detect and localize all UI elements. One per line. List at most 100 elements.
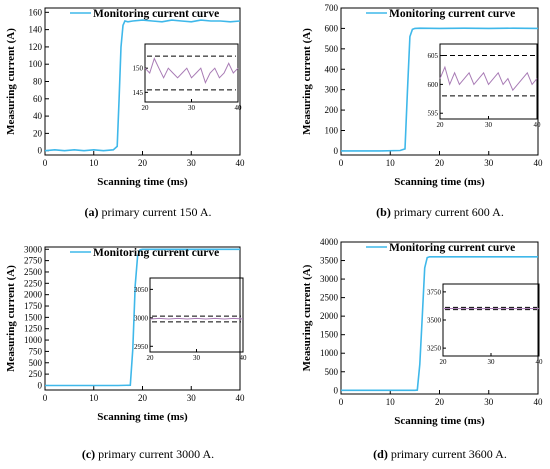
inset-series-line [439,65,538,92]
y-tick-label: 600 [325,23,339,33]
inset-y-tick-label: 3050 [134,286,149,294]
x-axis-title: Scanning time (ms) [97,411,188,423]
y-tick-label: 40 [33,111,43,121]
inset-x-tick-label: 40 [534,121,542,129]
inset-x-tick-label: 20 [440,358,448,366]
y-tick-label: 2000 [320,311,339,321]
y-axis-title: Measuring current (A) [301,28,313,135]
inset-frame [442,283,540,357]
y-tick-label: 1750 [24,301,43,311]
inset-x-tick-label: 20 [147,354,155,362]
inset-x-tick-label: 40 [536,358,544,366]
chart-panel-b: 0 10 20 30 400100200300400500600700Scanning … [301,3,543,219]
y-axis-title: Measuring current (A) [5,265,17,372]
panel-caption: (a) primary current 150 A. [85,205,212,219]
y-tick-label: 400 [325,64,339,74]
x-tick-label: 10 [386,158,396,168]
x-tick-label: 30 [484,158,494,168]
y-tick-label: 1000 [320,348,339,358]
y-tick-label: 0 [38,380,43,390]
series-line [44,19,241,152]
y-tick-label: 120 [29,42,43,52]
y-tick-label: 100 [325,126,339,136]
panel-caption-letter: (b) [376,205,391,219]
legend-label: Monitoring current curve [389,8,515,20]
legend-label: Monitoring current curve [389,242,515,254]
inset-y-tick-label: 3750 [427,288,442,296]
x-tick-label: 40 [236,158,246,168]
panel-caption-letter: (a) [85,205,99,219]
y-tick-label: 3000 [320,274,339,284]
series-line [341,27,539,152]
y-tick-label: 20 [33,128,43,138]
inset-x-tick-label: 30 [485,121,493,129]
y-tick-label: 1500 [24,312,43,322]
x-tick-label: 20 [435,158,445,168]
inset-x-tick-label: 30 [488,358,496,366]
legend-label: Monitoring current curve [93,8,219,20]
y-tick-label: 500 [325,367,339,377]
inset-y-tick-label: 145 [133,89,144,97]
x-tick-label: 40 [236,393,246,403]
x-tick-label: 30 [187,158,197,168]
inset-y-tick-label: 150 [133,65,144,73]
y-tick-label: 2250 [24,278,43,288]
inset-y-tick-label: 600 [428,81,439,89]
y-tick-label: 3000 [24,244,43,254]
x-tick-label: 0 [43,158,48,168]
y-tick-label: 700 [325,3,339,13]
inset-x-tick-label: 40 [235,104,243,112]
y-tick-label: 0 [38,146,43,156]
y-tick-label: 1250 [24,324,43,334]
y-tick-label: 0 [334,146,339,156]
inset-y-tick-label: 3250 [427,345,442,353]
y-tick-label: 1500 [320,330,339,340]
x-tick-label: 40 [534,397,544,407]
x-tick-label: 30 [484,397,494,407]
y-tick-label: 500 [29,358,43,368]
x-tick-label: 30 [187,393,197,403]
x-tick-label: 0 [339,397,344,407]
y-tick-label: 3500 [320,256,339,266]
x-tick-label: 10 [89,158,99,168]
y-tick-label: 2750 [24,256,43,266]
inset-series-line [149,317,244,320]
y-tick-label: 1000 [24,335,43,345]
y-tick-label: 2500 [24,267,43,277]
inset-y-tick-label: 605 [428,52,439,60]
y-tick-label: 200 [325,105,339,115]
y-tick-label: 0 [334,385,339,395]
y-tick-label: 750 [29,346,43,356]
x-tick-label: 0 [43,393,48,403]
panel-caption-text: primary current 3600 A. [388,447,507,461]
panel-caption: (c) primary current 3000 A. [82,447,214,461]
inset-y-tick-label: 3500 [427,317,442,325]
y-tick-label: 160 [29,7,43,17]
panel-caption-letter: (d) [373,447,388,461]
y-tick-label: 100 [29,59,43,69]
y-tick-label: 2500 [320,293,339,303]
panel-caption-text: primary current 600 A. [391,205,504,219]
inset-x-tick-label: 30 [193,354,201,362]
inset-y-tick-label: 595 [428,110,439,118]
inset-x-tick-label: 20 [437,121,445,129]
panel-caption-letter: (c) [82,447,95,461]
inset-frame [149,277,244,353]
panel-caption-text: primary current 150 A. [99,205,212,219]
legend-label: Monitoring current curve [93,247,219,259]
plot-frame [44,7,241,156]
inset: 20 30 40 145 150 [133,43,243,112]
y-tick-label: 60 [33,94,43,104]
x-axis-title: Scanning time (ms) [97,176,188,188]
chart-panel-d: 0 10 20 30 40 0 500 1000 1500 2000 2500 3000 3500 400… [301,237,543,461]
inset-x-tick-label: 20 [142,104,150,112]
inset: 20 30 40 595 600 605 [428,43,542,129]
y-tick-label: 140 [29,25,43,35]
panel-caption: (b) primary current 600 A. [376,205,504,219]
x-axis-title: Scanning time (ms) [394,176,485,188]
inset-x-tick-label: 30 [188,104,196,112]
y-axis-title: Measuring current (A) [5,28,17,135]
chart-panel-a: 0 10 20 30 40 0 20 40 60 80 100 120 140 160 Scanning t… [5,7,245,219]
inset-x-tick-label: 40 [240,354,248,362]
